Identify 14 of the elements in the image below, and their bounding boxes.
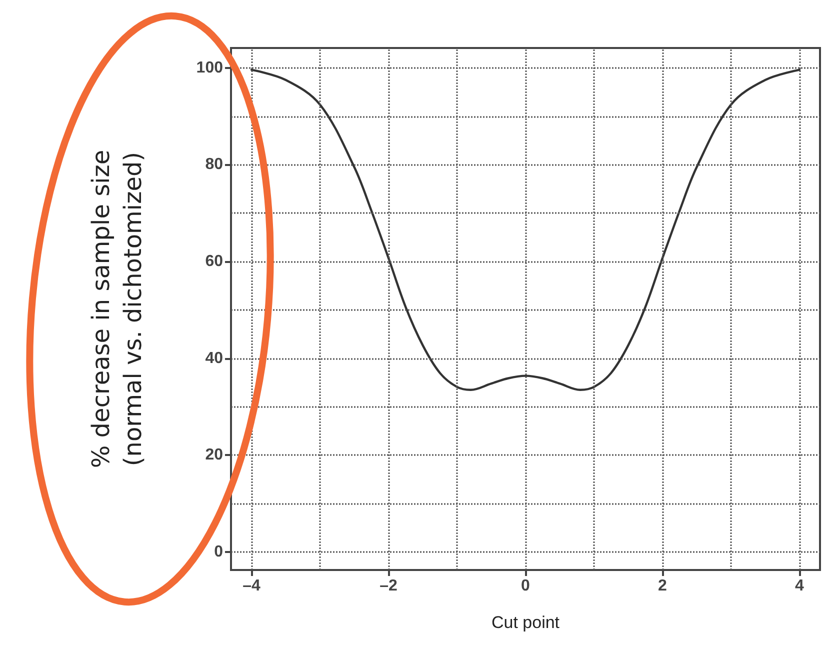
- y-tick-label: 40: [205, 350, 224, 367]
- y-axis-title: % decrease in sample size (normal vs. dichotomized): [87, 150, 147, 468]
- x-axis-title: Cut point: [491, 613, 560, 632]
- line-series: [250, 68, 801, 391]
- x-tick-label: –2: [380, 578, 398, 594]
- y-tick-label: 0: [214, 544, 224, 561]
- y-tick-label: 60: [205, 253, 224, 270]
- x-tick-label: 4: [795, 578, 804, 594]
- y-tick-label: 100: [196, 59, 224, 76]
- x-tick-label: 2: [658, 578, 668, 594]
- x-tick-label: –4: [242, 578, 261, 594]
- y-tick-label: 80: [205, 156, 224, 174]
- x-tick-label: 0: [521, 578, 530, 594]
- y-tick-label: 20: [205, 446, 224, 464]
